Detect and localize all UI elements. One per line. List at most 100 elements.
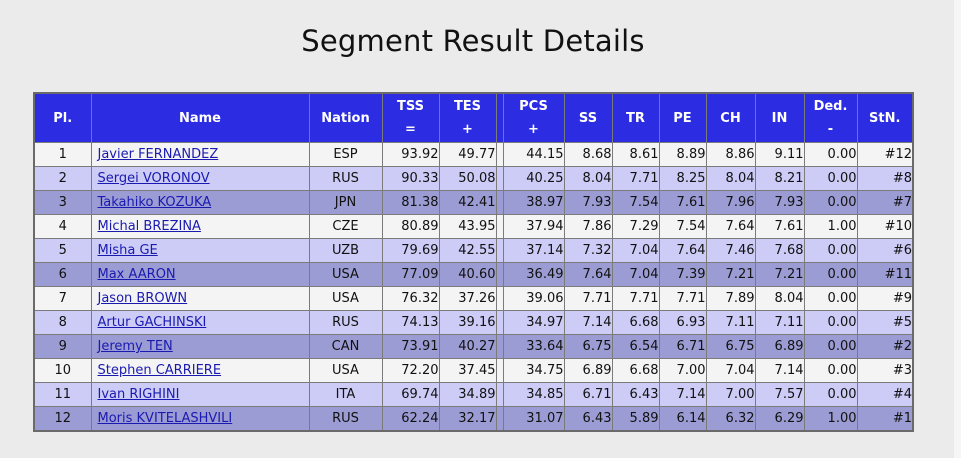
skater-name-link[interactable]: Artur GACHINSKI: [97, 315, 207, 330]
cell-place: 10: [33, 358, 92, 383]
cell-in: 7.61: [754, 214, 805, 239]
cell-ch: 7.04: [705, 358, 756, 383]
cell-ss: 6.75: [563, 334, 613, 359]
cell-stn: #5: [856, 310, 914, 335]
cell-in: 6.29: [754, 406, 805, 432]
skater-name-link[interactable]: Sergei VORONOV: [97, 171, 210, 186]
cell-pe: 7.39: [658, 262, 707, 287]
header-tss-label: TSS: [396, 99, 424, 114]
cell-tr: 7.04: [611, 238, 660, 263]
cell-tr: 7.71: [611, 286, 660, 311]
cell-pe: 8.89: [658, 142, 707, 167]
cell-stn: #2: [856, 334, 914, 359]
skater-name-link[interactable]: Jeremy TEN: [97, 339, 173, 354]
header-tes: TES +: [438, 92, 497, 143]
table-row: 4 Michal BREZINA CZE 80.89 43.95 37.94 7.86 7.2…: [33, 214, 914, 239]
table-row: 8 Artur GACHINSKI RUS 74.13 39.16 34.97 7.14 6.…: [33, 310, 914, 335]
cell-place: 4: [33, 214, 92, 239]
cell-spacer: [495, 334, 504, 359]
cell-pcs: 39.06: [502, 286, 565, 311]
cell-spacer: [495, 358, 504, 383]
header-pl: Pl.: [33, 92, 92, 143]
cell-tss: 62.24: [381, 406, 440, 432]
cell-pcs: 40.25: [502, 166, 565, 191]
cell-ch: 6.75: [705, 334, 756, 359]
cell-ss: 7.64: [563, 262, 613, 287]
skater-name-link[interactable]: Jason BROWN: [97, 291, 188, 306]
cell-spacer: [495, 166, 504, 191]
cell-pcs: 37.94: [502, 214, 565, 239]
cell-nation: USA: [308, 262, 383, 287]
cell-ded: 1.00: [803, 406, 858, 432]
header-ch: CH: [705, 92, 756, 143]
cell-in: 7.11: [754, 310, 805, 335]
header-pcs-label: PCS: [519, 99, 548, 114]
cell-tss: 76.32: [381, 286, 440, 311]
cell-ss: 7.86: [563, 214, 613, 239]
cell-spacer: [495, 214, 504, 239]
cell-pe: 8.25: [658, 166, 707, 191]
cell-tes: 43.95: [438, 214, 497, 239]
cell-name: Jason BROWN: [90, 286, 310, 311]
cell-ch: 7.96: [705, 190, 756, 215]
cell-in: 8.04: [754, 286, 805, 311]
header-ss: SS: [563, 92, 613, 143]
cell-place: 8: [33, 310, 92, 335]
cell-ded: 0.00: [803, 382, 858, 407]
cell-tes: 32.17: [438, 406, 497, 432]
skater-name-link[interactable]: Ivan RIGHINI: [97, 387, 180, 402]
cell-spacer: [495, 190, 504, 215]
header-tr: TR: [611, 92, 660, 143]
header-tss: TSS =: [381, 92, 440, 143]
cell-spacer: [495, 286, 504, 311]
cell-nation: RUS: [308, 406, 383, 432]
cell-in: 7.93: [754, 190, 805, 215]
cell-ded: 0.00: [803, 334, 858, 359]
skater-name-link[interactable]: Misha GE: [97, 243, 158, 258]
cell-name: Max AARON: [90, 262, 310, 287]
cell-ded: 1.00: [803, 214, 858, 239]
cell-pe: 6.93: [658, 310, 707, 335]
cell-spacer: [495, 382, 504, 407]
cell-ss: 8.04: [563, 166, 613, 191]
skater-name-link[interactable]: Max AARON: [97, 267, 176, 282]
cell-ch: 7.21: [705, 262, 756, 287]
page-title: Segment Result Details: [301, 24, 645, 58]
cell-nation: RUS: [308, 166, 383, 191]
cell-stn: #1: [856, 406, 914, 432]
skater-name-link[interactable]: Moris KVITELASHVILI: [97, 411, 233, 426]
skater-name-link[interactable]: Javier FERNANDEZ: [97, 147, 219, 162]
cell-tss: 73.91: [381, 334, 440, 359]
cell-ded: 0.00: [803, 166, 858, 191]
cell-pcs: 36.49: [502, 262, 565, 287]
header-tes-label: TES: [453, 99, 482, 114]
cell-nation: RUS: [308, 310, 383, 335]
cell-stn: #10: [856, 214, 914, 239]
cell-name: Misha GE: [90, 238, 310, 263]
cell-ss: 7.71: [563, 286, 613, 311]
cell-nation: ITA: [308, 382, 383, 407]
cell-tss: 80.89: [381, 214, 440, 239]
skater-name-link[interactable]: Takahiko KOZUKA: [97, 195, 212, 210]
cell-pcs: 34.97: [502, 310, 565, 335]
cell-ss: 7.14: [563, 310, 613, 335]
cell-place: 7: [33, 286, 92, 311]
table-row: 5 Misha GE UZB 79.69 42.55 37.14 7.32 7.04 7.64 7…: [33, 238, 914, 263]
cell-nation: JPN: [308, 190, 383, 215]
cell-pe: 6.14: [658, 406, 707, 432]
cell-ch: 8.86: [705, 142, 756, 167]
cell-tes: 49.77: [438, 142, 497, 167]
cell-place: 9: [33, 334, 92, 359]
cell-tes: 40.27: [438, 334, 497, 359]
header-pe: PE: [658, 92, 707, 143]
cell-tr: 6.68: [611, 310, 660, 335]
cell-in: 6.89: [754, 334, 805, 359]
cell-ss: 6.71: [563, 382, 613, 407]
cell-name: Stephen CARRIERE: [90, 358, 310, 383]
skater-name-link[interactable]: Michal BREZINA: [97, 219, 201, 234]
skater-name-link[interactable]: Stephen CARRIERE: [97, 363, 222, 378]
cell-pcs: 31.07: [502, 406, 565, 432]
header-stn: StN.: [856, 92, 914, 143]
cell-name: Artur GACHINSKI: [90, 310, 310, 335]
cell-tr: 7.29: [611, 214, 660, 239]
